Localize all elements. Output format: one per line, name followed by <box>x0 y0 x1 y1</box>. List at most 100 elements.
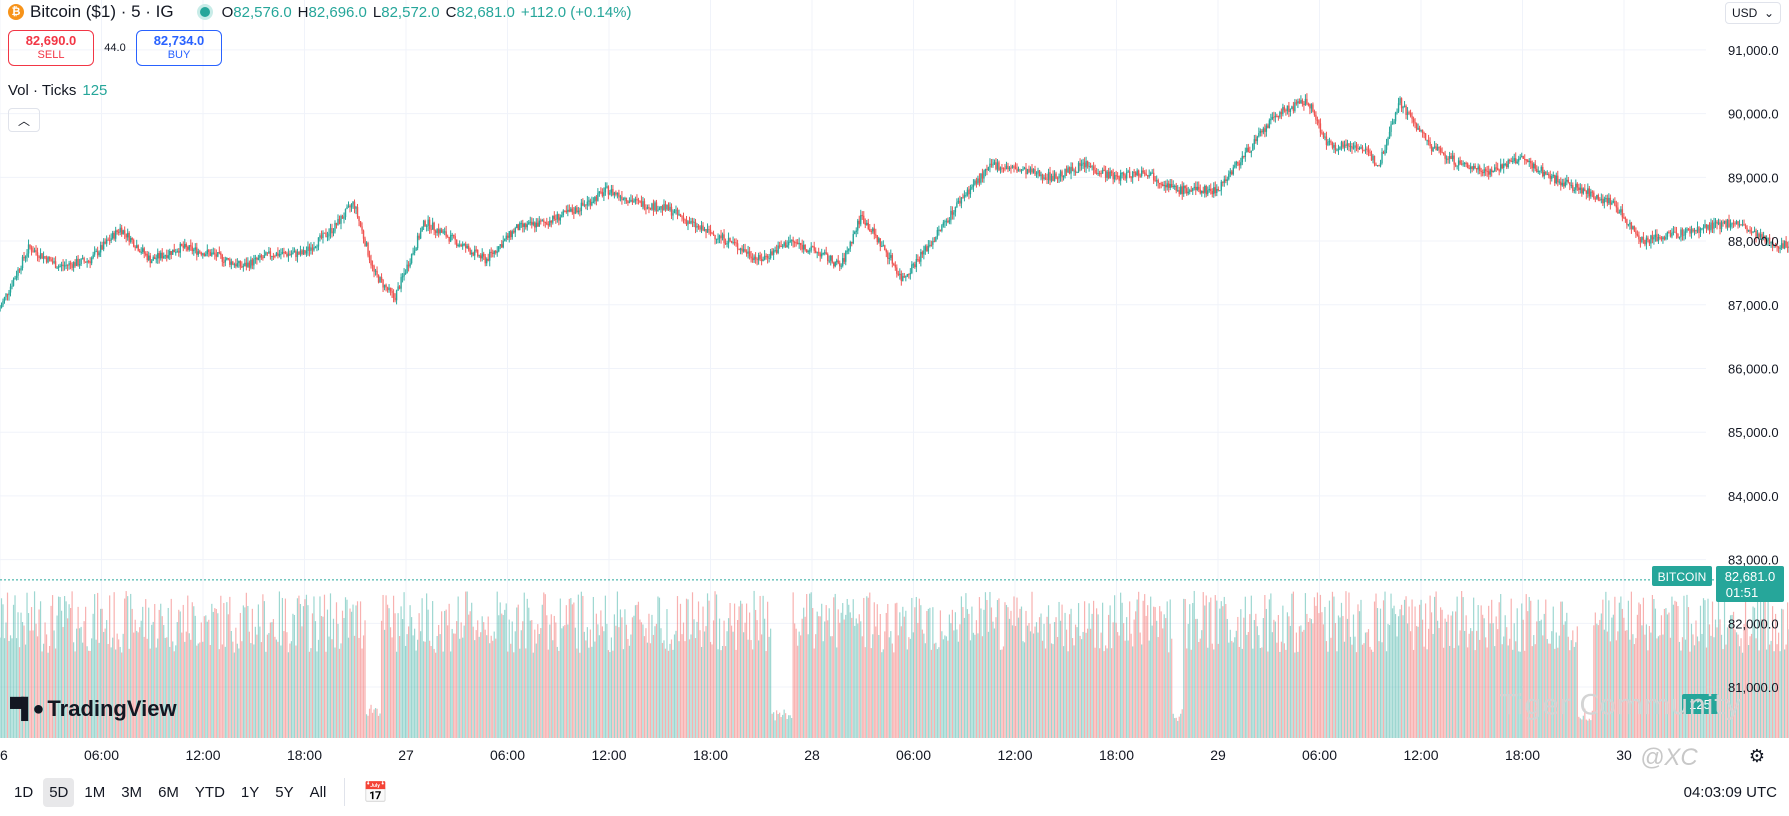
candle-body <box>1450 156 1452 160</box>
volume-bar <box>604 595 606 738</box>
volume-bar <box>59 597 61 738</box>
y-tick-label: 87,000.0 <box>1728 298 1779 313</box>
range-1d[interactable]: 1D <box>14 783 34 801</box>
price-axis[interactable]: 91,000.090,000.089,000.088,000.087,000.0… <box>1728 43 1779 695</box>
volume-bar <box>1005 604 1008 738</box>
range-ytd[interactable]: YTD <box>194 783 225 801</box>
settings-gear-icon[interactable]: ⚙ <box>1748 746 1765 766</box>
candle-body <box>1412 118 1415 123</box>
range-5d[interactable]: 5D <box>43 777 75 807</box>
volume-bar <box>717 649 719 738</box>
symbol-title[interactable]: Bitcoin ($1) · 5 · IG <box>30 2 174 21</box>
time-axis[interactable]: 6 06:00 12:00 18:00 27 06:00 12:00 18:00 28 06:00… <box>0 747 1632 763</box>
candle-body <box>589 200 592 206</box>
candle-body <box>1273 116 1275 118</box>
volume-bar <box>546 615 548 738</box>
volume-bar <box>88 650 90 738</box>
volume-bar <box>414 628 416 738</box>
currency-select[interactable]: USD ⌄ <box>1725 2 1781 24</box>
buy-button[interactable]: 82,734.0 BUY <box>136 30 222 66</box>
volume-bar <box>389 627 392 738</box>
volume-bar <box>101 608 103 738</box>
volume-bar <box>825 605 827 738</box>
volume-bar <box>62 626 64 738</box>
volume-bar <box>1192 603 1194 738</box>
candle-body <box>1512 161 1514 163</box>
candle-body <box>1737 221 1739 226</box>
calendar-goto-icon[interactable]: 📅 <box>363 781 389 804</box>
volume-bar <box>1339 617 1341 738</box>
volume-bar <box>426 593 428 738</box>
candle-body <box>111 232 114 239</box>
candle-body <box>152 257 154 261</box>
candle-body <box>1053 173 1056 182</box>
candle-body <box>945 220 948 222</box>
volume-bar <box>816 611 818 738</box>
volume-bar <box>1773 651 1775 738</box>
volume-bar <box>896 602 898 738</box>
candle-body <box>1618 212 1621 214</box>
range-5y[interactable]: 5Y <box>275 783 294 801</box>
volume-bar <box>936 649 938 738</box>
volume-bar <box>702 606 704 738</box>
volume-bar <box>558 650 560 738</box>
volume-bar <box>394 613 396 738</box>
volume-bar <box>864 647 866 738</box>
collapse-legend-button[interactable]: ︿ <box>8 108 40 132</box>
volume-bar <box>1385 651 1388 738</box>
range-3m[interactable]: 3M <box>121 783 143 801</box>
range-1m[interactable]: 1M <box>84 783 106 801</box>
volume-bar <box>881 652 883 738</box>
market-status-icon[interactable] <box>199 7 210 17</box>
volume-bar <box>395 651 398 738</box>
range-all[interactable]: All <box>309 783 327 801</box>
volume-bar <box>788 715 790 738</box>
utc-clock[interactable]: 04:03:09 UTC <box>1683 784 1777 801</box>
candle-body <box>1741 224 1744 226</box>
volume-bar <box>543 592 545 738</box>
candle-body <box>1662 237 1664 240</box>
volume-bar <box>870 648 872 738</box>
candle-body <box>1531 163 1533 169</box>
candle-body <box>157 253 159 259</box>
volume-bar <box>364 620 366 738</box>
candle-body <box>983 171 985 179</box>
volume-bar <box>549 624 551 738</box>
range-6m[interactable]: 6M <box>158 783 179 801</box>
candle-body <box>317 237 320 247</box>
candle-body <box>425 225 428 227</box>
candle-body <box>1575 183 1577 190</box>
candle-body <box>1749 229 1751 232</box>
candle-body <box>1026 169 1029 175</box>
volume-legend[interactable]: Vol · Ticks 125 <box>8 82 107 99</box>
volume-bar <box>762 595 764 738</box>
candle-body <box>205 254 207 257</box>
sell-button[interactable]: 82,690.0 SELL <box>8 30 94 66</box>
candle-body <box>1519 157 1521 159</box>
candle-body <box>1498 170 1500 172</box>
candle-body <box>260 255 263 258</box>
candle-body <box>511 231 513 238</box>
candle-body <box>1623 217 1625 219</box>
range-1y[interactable]: 1Y <box>240 783 260 801</box>
volume-bar <box>1461 591 1463 738</box>
candle-body <box>1252 143 1254 151</box>
candle-body <box>1414 122 1416 124</box>
candle-body <box>1630 222 1633 229</box>
volume-bar <box>352 604 354 738</box>
volume-bar <box>1440 607 1442 738</box>
candle-body <box>1391 123 1394 125</box>
volume-bar <box>687 599 689 738</box>
volume-bar <box>541 604 543 738</box>
volume-bar <box>1265 608 1267 738</box>
candle-body <box>703 229 706 231</box>
tradingview-logo[interactable]: ▀▌● TradingView <box>10 696 177 722</box>
candle-body <box>854 231 856 235</box>
bitcoin-icon[interactable]: ₿ <box>8 4 24 20</box>
candle-body <box>544 222 546 224</box>
volume-bar <box>175 645 177 738</box>
volume-bar <box>155 647 157 738</box>
candle-body <box>1468 168 1470 170</box>
candle-body <box>68 263 70 266</box>
